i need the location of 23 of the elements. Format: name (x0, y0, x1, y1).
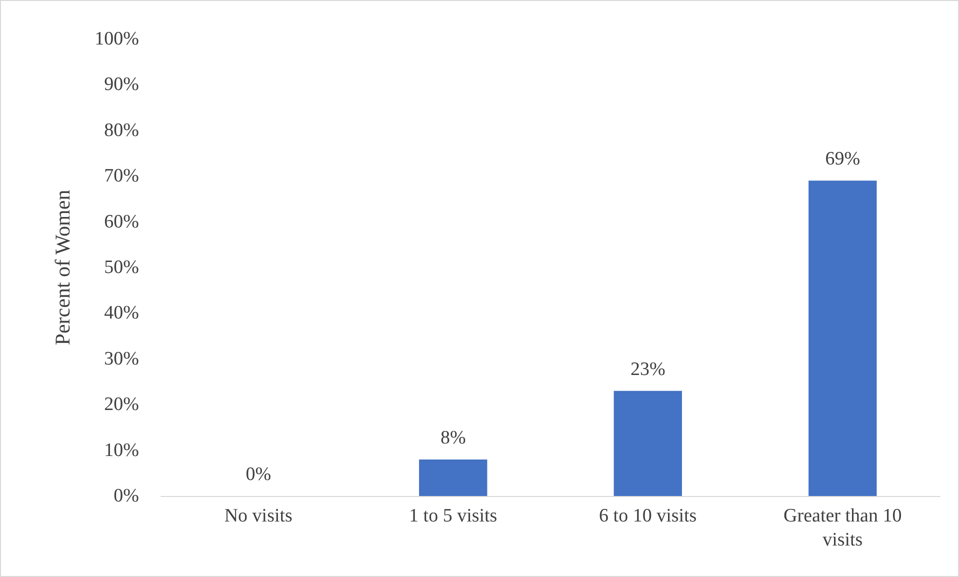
x-tick-label: Greater than 10 visits (784, 506, 902, 550)
data-label: 23% (630, 358, 666, 380)
bar (419, 459, 488, 496)
y-axis-title: Percent of Women (50, 189, 74, 346)
data-label: 0% (246, 464, 272, 485)
y-tick-label: 10% (104, 440, 140, 461)
y-tick-label: 20% (104, 394, 140, 416)
y-tick-label: 80% (104, 120, 140, 141)
y-tick-label: 40% (104, 302, 140, 324)
y-tick-label: 100% (94, 28, 140, 50)
data-label: 69% (825, 148, 860, 170)
y-tick-label: 50% (104, 257, 140, 278)
bar (614, 390, 682, 496)
bar (808, 180, 877, 496)
y-tick-label: 90% (104, 74, 140, 96)
x-tick-label: No visits (224, 506, 292, 526)
data-label: 8% (440, 427, 466, 448)
y-tick-label: 70% (104, 166, 140, 187)
y-tick-label: 60% (104, 211, 140, 232)
y-tick-label: 30% (104, 348, 140, 370)
y-tick-label: 0% (114, 486, 140, 506)
x-tick-label: 1 to 5 visits (409, 506, 498, 526)
x-tick-label: 6 to 10 visits (599, 506, 697, 526)
